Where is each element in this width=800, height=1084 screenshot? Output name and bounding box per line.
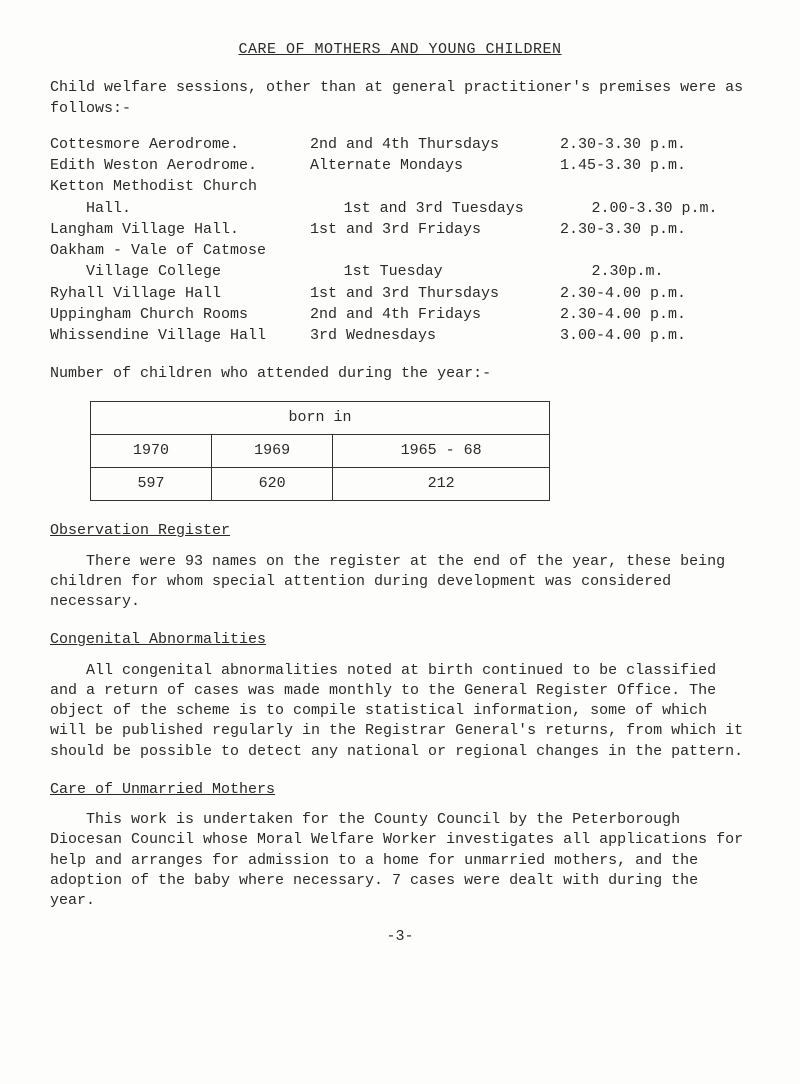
schedule-row: Hall.1st and 3rd Tuesdays2.00-3.30 p.m.	[50, 199, 750, 219]
schedule-day: 2nd and 4th Fridays	[310, 305, 560, 325]
number-line: Number of children who attended during t…	[50, 364, 750, 384]
schedule-row: Cottesmore Aerodrome.2nd and 4th Thursda…	[50, 135, 750, 155]
table-col-2: 1965 - 68	[333, 434, 550, 467]
schedule-time: 2.30-4.00 p.m.	[560, 305, 720, 325]
schedule-time: 2.30-4.00 p.m.	[560, 284, 720, 304]
table-header: born in	[91, 401, 550, 434]
schedule-row: Whissendine Village Hall3rd Wednesdays3.…	[50, 326, 750, 346]
table-val-2: 212	[333, 468, 550, 501]
schedule-location: Ketton Methodist Church	[50, 177, 310, 197]
born-in-table: born in 1970 1969 1965 - 68 597 620 212	[90, 401, 550, 502]
schedule-time: 2.30-3.30 p.m.	[560, 220, 720, 240]
schedule-location: Cottesmore Aerodrome.	[50, 135, 310, 155]
congenital-paragraph: All congenital abnormalities noted at bi…	[50, 661, 750, 762]
schedule-day: 1st and 3rd Fridays	[310, 220, 560, 240]
schedule-day	[310, 241, 560, 261]
table-col-1: 1969	[212, 434, 333, 467]
schedule-time	[560, 241, 720, 261]
schedule-day	[310, 177, 560, 197]
table-val-0: 597	[91, 468, 212, 501]
schedule-day: 1st and 3rd Thursdays	[310, 284, 560, 304]
schedule-day: 1st Tuesday	[344, 262, 592, 282]
schedule-location: Hall.	[50, 199, 344, 219]
schedule-time: 3.00-4.00 p.m.	[560, 326, 720, 346]
schedule-location: Uppingham Church Rooms	[50, 305, 310, 325]
schedule-location: Langham Village Hall.	[50, 220, 310, 240]
schedule-row: Ketton Methodist Church	[50, 177, 750, 197]
schedule-time: 2.00-3.30 p.m.	[591, 199, 750, 219]
schedule-location: Whissendine Village Hall	[50, 326, 310, 346]
schedule-row: Uppingham Church Rooms2nd and 4th Friday…	[50, 305, 750, 325]
schedule-row: Oakham - Vale of Catmose	[50, 241, 750, 261]
schedule-row: Village College1st Tuesday2.30p.m.	[50, 262, 750, 282]
page-title: CARE OF MOTHERS AND YOUNG CHILDREN	[50, 40, 750, 60]
schedule-location: Edith Weston Aerodrome.	[50, 156, 310, 176]
congenital-heading: Congenital Abnormalities	[50, 630, 750, 650]
schedule-location: Ryhall Village Hall	[50, 284, 310, 304]
table-val-1: 620	[212, 468, 333, 501]
observation-paragraph: There were 93 names on the register at t…	[50, 552, 750, 613]
observation-heading: Observation Register	[50, 521, 750, 541]
schedule-time	[560, 177, 720, 197]
schedule-day: 2nd and 4th Thursdays	[310, 135, 560, 155]
schedule-block: Cottesmore Aerodrome.2nd and 4th Thursda…	[50, 135, 750, 347]
table-col-0: 1970	[91, 434, 212, 467]
schedule-row: Ryhall Village Hall1st and 3rd Thursdays…	[50, 284, 750, 304]
care-heading: Care of Unmarried Mothers	[50, 780, 750, 800]
schedule-row: Edith Weston Aerodrome.Alternate Mondays…	[50, 156, 750, 176]
schedule-row: Langham Village Hall.1st and 3rd Fridays…	[50, 220, 750, 240]
schedule-day: 1st and 3rd Tuesdays	[344, 199, 592, 219]
schedule-time: 1.45-3.30 p.m.	[560, 156, 720, 176]
schedule-day: Alternate Mondays	[310, 156, 560, 176]
schedule-time: 2.30-3.30 p.m.	[560, 135, 720, 155]
intro-paragraph: Child welfare sessions, other than at ge…	[50, 78, 750, 119]
schedule-location: Oakham - Vale of Catmose	[50, 241, 310, 261]
schedule-time: 2.30p.m.	[591, 262, 750, 282]
care-paragraph: This work is undertaken for the County C…	[50, 810, 750, 911]
schedule-day: 3rd Wednesdays	[310, 326, 560, 346]
page-number: -3-	[50, 927, 750, 947]
schedule-location: Village College	[50, 262, 344, 282]
